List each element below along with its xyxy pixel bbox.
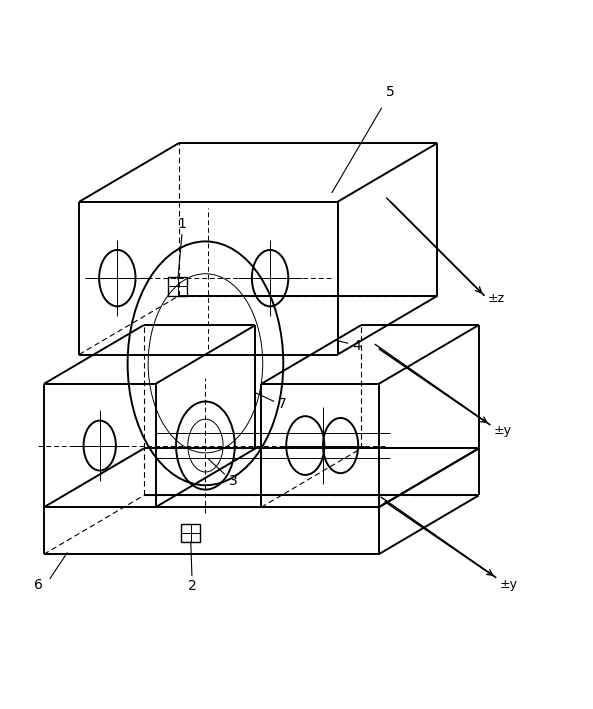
Text: ±z: ±z <box>487 292 505 305</box>
Text: 7: 7 <box>278 398 286 411</box>
Text: 1: 1 <box>177 217 186 231</box>
Text: 5: 5 <box>386 85 395 99</box>
Text: 4: 4 <box>352 339 361 352</box>
Text: 6: 6 <box>34 579 43 592</box>
Text: ±y: ±y <box>499 579 517 591</box>
Text: 2: 2 <box>187 579 196 593</box>
Text: ±y: ±y <box>493 425 511 437</box>
Text: 3: 3 <box>229 474 238 488</box>
